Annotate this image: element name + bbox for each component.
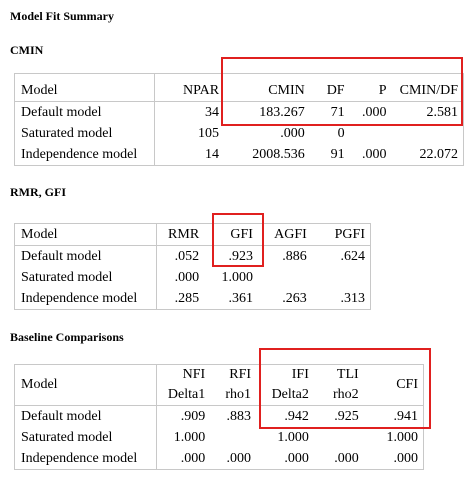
table-row: Independence model 14 2008.536 91 .000 2… — [14, 144, 464, 166]
cell — [392, 123, 464, 144]
cell: 22.072 — [419, 147, 459, 162]
page-title: Model Fit Summary — [10, 9, 114, 23]
model-name: Saturated model — [14, 123, 155, 144]
cell: 1.000 — [277, 430, 309, 445]
table-row: Independence model .285 .361 .263 .313 — [14, 288, 371, 310]
cell: 34 — [205, 105, 220, 120]
cell: .000 — [280, 126, 305, 141]
cell: 71 — [330, 105, 345, 120]
cell: 1.000 — [386, 430, 419, 445]
model-name: Independence model — [14, 448, 157, 470]
cmin-heading: CMIN — [10, 43, 44, 57]
cell — [314, 427, 364, 448]
column-header: CMIN — [224, 73, 310, 102]
cell — [210, 427, 256, 448]
cell: .624 — [340, 249, 366, 264]
table-row: Saturated model 1.000 1.000 1.000 — [14, 427, 424, 448]
highlight-box — [221, 57, 463, 126]
column-header: GFI — [204, 223, 258, 246]
column-header: Model — [14, 364, 157, 406]
model-name: Default model — [14, 101, 155, 123]
column-header: NFI Delta1 — [156, 364, 211, 406]
column-header: DF — [309, 73, 350, 102]
cell: .000 — [362, 147, 387, 162]
cell: 105 — [198, 126, 220, 141]
table-row: Saturated model .000 1.000 — [14, 267, 371, 288]
baseline-heading: Baseline Comparisons — [10, 330, 124, 344]
table-row: Default model .909 .883 .942 .925 .941 — [14, 405, 424, 427]
baseline-table: Model NFI Delta1 RFI rho1 IFI Delta2 TLI rho… — [14, 364, 424, 470]
highlight-box — [212, 213, 264, 267]
table-row: Saturated model 105 .000 0 — [14, 123, 464, 144]
cell: .000 — [334, 451, 359, 466]
table-row: Independence model .000 .000 .000 .000 .… — [14, 448, 424, 470]
column-header: CMIN/DF — [391, 73, 464, 102]
cell — [258, 267, 312, 288]
column-header: CFI — [363, 364, 424, 406]
model-name: Independence model — [14, 288, 157, 310]
cell: 183.267 — [259, 105, 305, 120]
table-header-row: Model NFI Delta1 RFI rho1 IFI Delta2 TLI rho… — [14, 364, 424, 406]
column-header: IFI Delta2 — [256, 364, 314, 406]
column-header: AGFI — [257, 223, 312, 246]
cell: .941 — [393, 409, 419, 424]
cell — [312, 267, 371, 288]
table-header-row: Model NPAR CMIN DF P CMIN/DF — [14, 73, 464, 102]
cell: .000 — [362, 105, 387, 120]
cell: .000 — [174, 270, 200, 285]
cell — [350, 123, 392, 144]
table-row: Default model 34 183.267 71 .000 2.581 — [14, 101, 464, 123]
cell: 1.000 — [221, 270, 253, 285]
cell: .942 — [284, 409, 309, 424]
cell: .909 — [180, 409, 206, 424]
model-name: Default model — [14, 405, 157, 427]
cell: .313 — [340, 291, 366, 306]
cell: .000 — [180, 451, 206, 466]
column-header: P — [349, 73, 392, 102]
cell: .923 — [228, 249, 253, 264]
cell: 1.000 — [173, 430, 206, 445]
cell: .883 — [226, 409, 252, 424]
cell: .000 — [226, 451, 252, 466]
table-header-row: Model RMR GFI AGFI PGFI — [14, 223, 371, 246]
model-name: Saturated model — [14, 427, 157, 448]
cell: .000 — [393, 451, 419, 466]
model-name: Saturated model — [14, 267, 157, 288]
column-header: PGFI — [311, 223, 371, 246]
cell: 2.581 — [426, 105, 459, 120]
cell: .285 — [174, 291, 200, 306]
cell: 0 — [337, 126, 345, 141]
cell: .000 — [284, 451, 309, 466]
column-header: RFI rho1 — [210, 364, 257, 406]
cell: 2008.536 — [252, 147, 305, 162]
cell: .263 — [282, 291, 307, 306]
cmin-table: Model NPAR CMIN DF P CMIN/DF Default mod… — [14, 73, 464, 166]
cell: .052 — [174, 249, 200, 264]
rmr-gfi-table: Model RMR GFI AGFI PGFI Default model .0… — [14, 223, 371, 310]
model-name: Default model — [14, 245, 157, 267]
cell: 91 — [330, 147, 345, 162]
column-header: Model — [14, 223, 157, 246]
table-row: Default model .052 .923 .886 .624 — [14, 245, 371, 267]
cell: .361 — [228, 291, 253, 306]
cell: .925 — [334, 409, 359, 424]
rmr-gfi-heading: RMR, GFI — [10, 185, 66, 199]
model-name: Independence model — [14, 144, 155, 166]
cell: 14 — [205, 147, 220, 162]
highlight-box — [259, 348, 431, 429]
column-header: TLI rho2 — [313, 364, 364, 406]
column-header: NPAR — [154, 73, 225, 102]
column-header: Model — [14, 73, 155, 102]
column-header: RMR — [156, 223, 205, 246]
cell: .886 — [282, 249, 307, 264]
